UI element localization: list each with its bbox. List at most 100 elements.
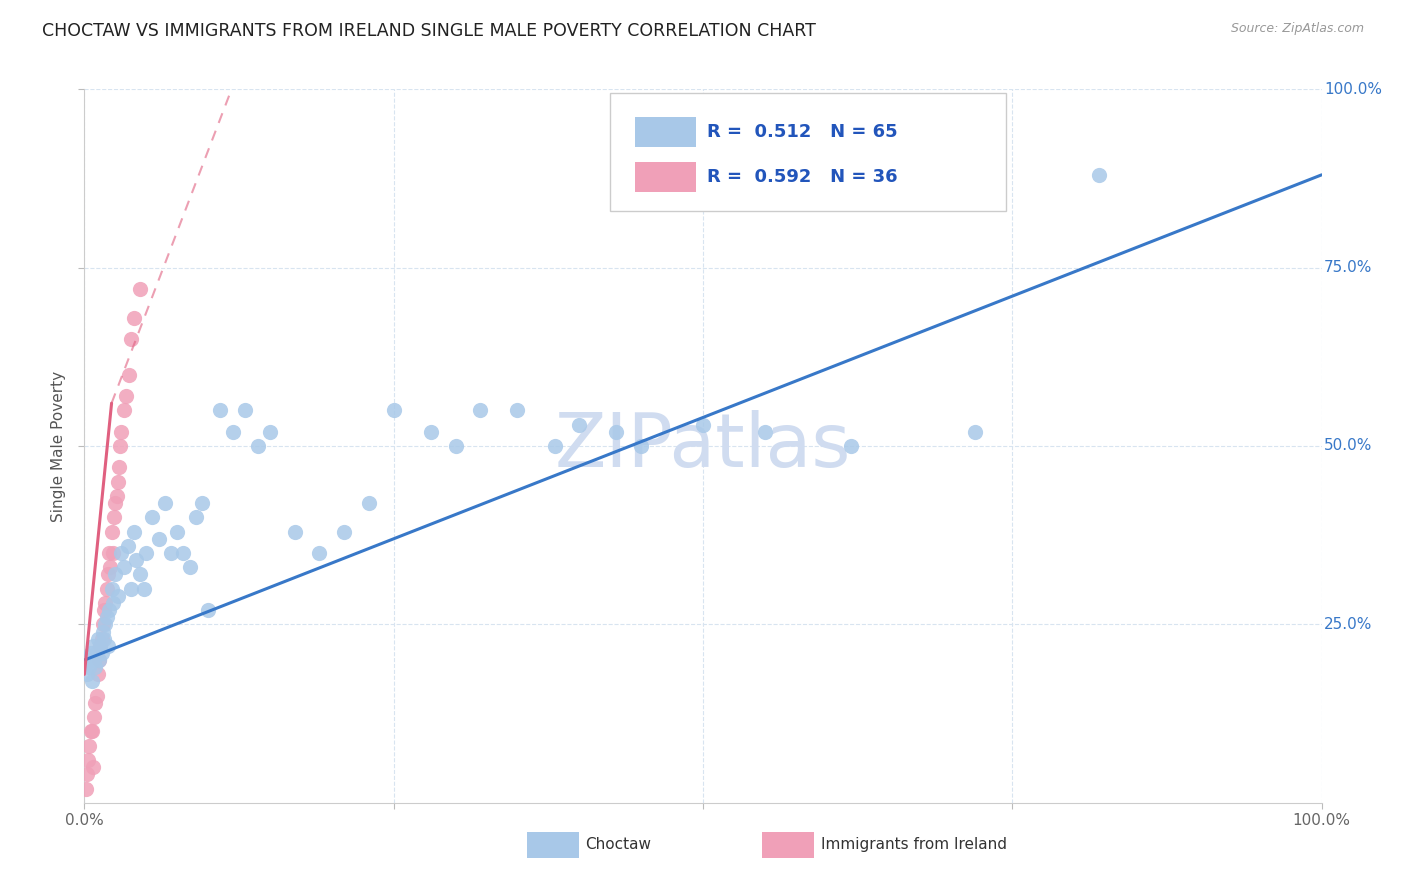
Point <box>89 639 111 653</box>
Point <box>197 603 219 617</box>
FancyBboxPatch shape <box>762 832 814 858</box>
Point <box>76 667 98 681</box>
Text: CHOCTAW VS IMMIGRANTS FROM IRELAND SINGLE MALE POVERTY CORRELATION CHART: CHOCTAW VS IMMIGRANTS FROM IRELAND SINGL… <box>42 22 815 40</box>
Point <box>120 332 142 346</box>
Point <box>94 617 117 632</box>
Point <box>82 760 104 774</box>
Point <box>543 439 565 453</box>
Point <box>118 368 141 382</box>
Point <box>96 610 118 624</box>
Point <box>179 560 201 574</box>
Point <box>89 653 111 667</box>
Point <box>246 439 269 453</box>
Point <box>86 646 108 660</box>
Point <box>132 582 155 596</box>
Text: 100.0%: 100.0% <box>1324 82 1382 96</box>
Point <box>135 546 157 560</box>
Point <box>97 639 120 653</box>
Point <box>444 439 467 453</box>
FancyBboxPatch shape <box>636 162 696 192</box>
Point <box>93 632 115 646</box>
Point <box>79 646 101 660</box>
Point <box>100 582 122 596</box>
Text: 25.0%: 25.0% <box>1324 617 1372 632</box>
Point <box>80 674 103 689</box>
Point <box>107 589 129 603</box>
Point <box>107 475 129 489</box>
Point <box>90 646 112 660</box>
Point <box>101 596 124 610</box>
Point <box>506 403 529 417</box>
Point <box>419 425 441 439</box>
Point <box>120 582 142 596</box>
Point <box>103 510 125 524</box>
Point <box>98 560 121 574</box>
Point <box>100 524 122 539</box>
Point <box>160 546 183 560</box>
Point <box>382 403 405 417</box>
Point <box>841 439 863 453</box>
Point <box>93 603 115 617</box>
Point <box>110 546 132 560</box>
Point <box>284 524 307 539</box>
Point <box>568 417 591 432</box>
Point <box>98 546 121 560</box>
Point <box>112 403 135 417</box>
Point <box>129 282 152 296</box>
Point <box>84 660 107 674</box>
Point <box>630 439 652 453</box>
Point <box>259 425 281 439</box>
Point <box>308 546 330 560</box>
Point <box>91 617 114 632</box>
Point <box>79 660 101 674</box>
Point <box>98 603 121 617</box>
FancyBboxPatch shape <box>610 93 1007 211</box>
Point <box>166 524 188 539</box>
Point <box>82 639 104 653</box>
Point <box>110 425 132 439</box>
Point <box>112 560 135 574</box>
Point <box>86 689 108 703</box>
Text: 75.0%: 75.0% <box>1324 260 1372 275</box>
Point <box>122 310 145 325</box>
Point <box>122 524 145 539</box>
Point <box>104 567 127 582</box>
Point <box>96 582 118 596</box>
Point <box>141 510 163 524</box>
Point <box>89 639 111 653</box>
Point <box>965 425 987 439</box>
Point <box>110 439 132 453</box>
Text: Choctaw: Choctaw <box>585 837 651 852</box>
Point <box>754 425 776 439</box>
Text: Source: ZipAtlas.com: Source: ZipAtlas.com <box>1230 22 1364 36</box>
Point <box>692 417 714 432</box>
Point <box>125 553 148 567</box>
Y-axis label: Single Male Poverty: Single Male Poverty <box>51 370 66 522</box>
Point <box>115 389 138 403</box>
Text: R =  0.592   N = 36: R = 0.592 N = 36 <box>707 168 897 186</box>
Point <box>209 403 232 417</box>
Point <box>87 667 110 681</box>
Point <box>333 524 356 539</box>
Point <box>97 567 120 582</box>
Point <box>79 739 101 753</box>
Point <box>77 653 100 667</box>
FancyBboxPatch shape <box>527 832 579 858</box>
Point <box>83 710 105 724</box>
Point <box>91 624 114 639</box>
Point <box>76 767 98 781</box>
Point <box>117 539 139 553</box>
Point <box>233 403 256 417</box>
FancyBboxPatch shape <box>636 117 696 147</box>
Text: R =  0.512   N = 65: R = 0.512 N = 65 <box>707 123 897 141</box>
Point <box>148 532 170 546</box>
Point <box>222 425 245 439</box>
Point <box>90 632 112 646</box>
Point <box>83 653 105 667</box>
Point <box>108 460 131 475</box>
Point <box>153 496 176 510</box>
Point <box>104 496 127 510</box>
Point <box>1088 168 1111 182</box>
Point <box>75 781 97 796</box>
Point <box>77 753 100 767</box>
